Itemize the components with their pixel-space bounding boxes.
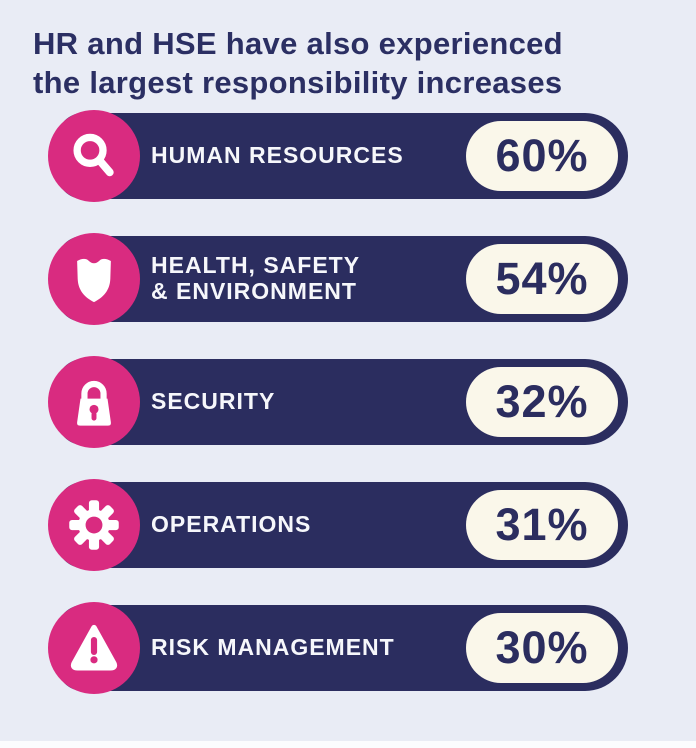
bottom-edge-strip [0,741,696,748]
value-text: 32% [495,376,589,428]
title-line-1: HR and HSE have also experienced [33,26,563,61]
label-line-2: & ENVIRONMENT [151,278,357,305]
value-badge: 32% [466,367,618,438]
icon-circle [48,233,140,326]
title-line-2: the largest responsibility increases [33,65,563,101]
value-badge: 31% [466,490,618,561]
value-text: 30% [495,622,589,674]
label-line-1: OPERATIONS [151,511,312,538]
label-line-1: SECURITY [151,388,276,415]
category-label: SECURITY [151,359,456,445]
page-title: HR and HSE have also experienced the lar… [0,0,696,102]
icon-circle [48,602,140,695]
label-line-1: HUMAN RESOURCES [151,142,404,169]
lock-icon [77,381,111,426]
chart-row-health-safety-environment: HEALTH, SAFETY & ENVIRONMENT 54% [48,233,628,326]
chart-row-human-resources: HUMAN RESOURCES 60% [48,110,628,203]
label-line-1: HEALTH, SAFETY [151,252,361,279]
chart-rows: HUMAN RESOURCES 60% HEALTH, SAFETY & ENV… [0,110,696,695]
value-text: 54% [495,253,589,305]
warning-icon [70,625,118,671]
category-label: HUMAN RESOURCES [151,113,456,199]
value-text: 31% [495,499,589,551]
icon-circle [48,356,140,449]
category-label: OPERATIONS [151,482,456,568]
value-badge: 60% [466,121,618,192]
category-label: HEALTH, SAFETY & ENVIRONMENT [151,236,456,322]
value-badge: 30% [466,613,618,684]
chart-row-security: SECURITY 32% [48,356,628,449]
search-icon [73,133,114,177]
gear-icon [69,500,119,550]
shield-icon [77,258,111,303]
icon-circle [48,110,140,203]
chart-row-operations: OPERATIONS 31% [48,479,628,572]
label-line-1: RISK MANAGEMENT [151,634,395,661]
value-badge: 54% [466,244,618,315]
value-text: 60% [495,130,589,182]
icon-circle [48,479,140,572]
category-label: RISK MANAGEMENT [151,605,456,691]
chart-row-risk-management: RISK MANAGEMENT 30% [48,602,628,695]
